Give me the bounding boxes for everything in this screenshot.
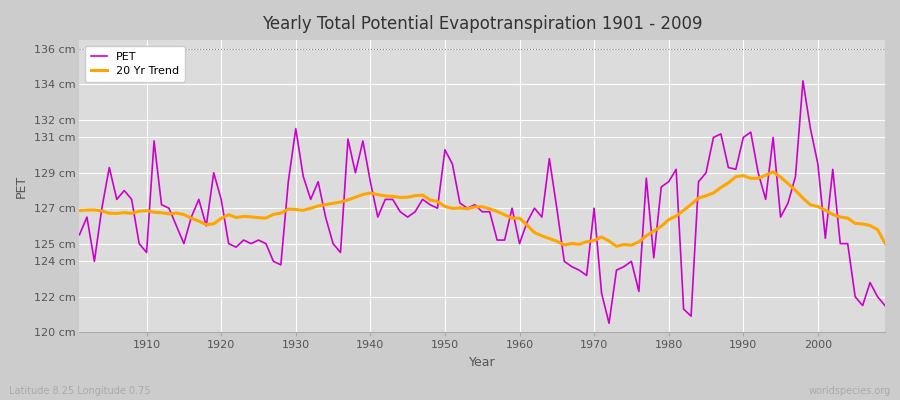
20 Yr Trend [74,208,85,213]
Title: Yearly Total Potential Evapotranspiration 1901 - 2009: Yearly Total Potential Evapotranspiratio… [262,15,703,33]
Line: PET: PET [79,81,885,323]
PET [343,137,354,142]
PET [507,206,517,211]
Text: worldspecies.org: worldspecies.org [809,386,891,396]
20 Yr Trend [768,169,778,174]
PET [604,321,615,326]
20 Yr Trend [604,239,615,244]
20 Yr Trend [134,209,145,214]
Line: 20 Yr Trend: 20 Yr Trend [79,172,885,246]
PET [134,241,145,246]
Legend: PET, 20 Yr Trend: PET, 20 Yr Trend [85,46,184,82]
PET [514,241,525,246]
Text: Latitude 8.25 Longitude 0.75: Latitude 8.25 Longitude 0.75 [9,386,150,396]
20 Yr Trend [514,216,525,220]
X-axis label: Year: Year [469,356,496,369]
20 Yr Trend [507,216,517,220]
PET [74,232,85,237]
PET [797,78,808,83]
PET [611,268,622,272]
20 Yr Trend [298,208,309,213]
20 Yr Trend [343,198,354,202]
PET [298,174,309,179]
20 Yr Trend [611,244,622,249]
PET [879,303,890,308]
20 Yr Trend [879,241,890,246]
Y-axis label: PET: PET [15,174,28,198]
